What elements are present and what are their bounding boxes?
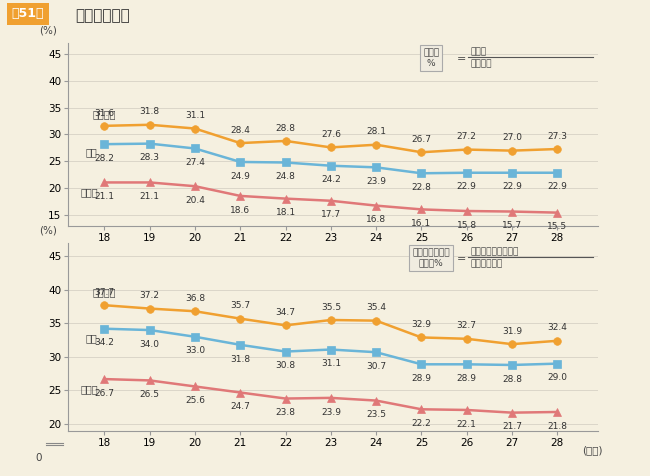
Text: 35.7: 35.7: [230, 301, 250, 310]
Text: 35.4: 35.4: [366, 303, 386, 312]
Text: 33.0: 33.0: [185, 347, 205, 356]
Text: 24.7: 24.7: [230, 402, 250, 411]
Text: 36.8: 36.8: [185, 294, 205, 303]
Text: 市町村: 市町村: [80, 385, 98, 395]
Text: 35.5: 35.5: [321, 303, 341, 312]
Text: 第51図: 第51図: [12, 7, 44, 20]
Text: 20.4: 20.4: [185, 196, 205, 205]
Text: 28.8: 28.8: [502, 375, 522, 384]
Text: 25.6: 25.6: [185, 396, 205, 405]
Text: 31.1: 31.1: [185, 111, 205, 120]
Text: 純計: 純計: [86, 148, 97, 158]
Text: 人件費充当一般財源: 人件費充当一般財源: [471, 248, 519, 257]
Text: 16.8: 16.8: [366, 215, 386, 224]
Text: 都道府県: 都道府県: [93, 287, 116, 297]
Text: 市町村: 市町村: [80, 187, 98, 197]
Text: 26.7: 26.7: [94, 389, 114, 398]
Text: 27.2: 27.2: [457, 132, 476, 141]
Text: 一般財源総額: 一般財源総額: [471, 260, 503, 268]
Text: 28.1: 28.1: [366, 128, 386, 137]
Text: 28.9: 28.9: [411, 374, 432, 383]
Text: 一般財源充当額
構成比%: 一般財源充当額 構成比%: [412, 248, 450, 268]
Text: 27.3: 27.3: [547, 132, 567, 141]
Text: 人件費: 人件費: [471, 48, 487, 57]
Text: 人件費の推移: 人件費の推移: [75, 9, 129, 24]
Text: 23.9: 23.9: [366, 177, 386, 186]
Text: 23.5: 23.5: [366, 410, 386, 419]
Text: 30.8: 30.8: [276, 361, 296, 370]
Text: =: =: [457, 54, 470, 64]
Text: 28.2: 28.2: [94, 154, 114, 163]
Text: 34.0: 34.0: [140, 340, 160, 349]
Text: 31.8: 31.8: [230, 355, 250, 364]
Text: 31.8: 31.8: [140, 108, 160, 117]
Text: 22.1: 22.1: [457, 420, 476, 429]
Text: 15.7: 15.7: [502, 221, 522, 230]
Text: 28.8: 28.8: [276, 124, 296, 133]
Text: 22.9: 22.9: [502, 182, 522, 191]
Text: 32.4: 32.4: [547, 324, 567, 332]
Text: 27.4: 27.4: [185, 158, 205, 167]
Text: 18.1: 18.1: [276, 208, 296, 218]
Text: 37.7: 37.7: [94, 288, 114, 297]
Text: 30.7: 30.7: [366, 362, 386, 371]
Text: 26.5: 26.5: [140, 390, 160, 399]
Text: 31.6: 31.6: [94, 109, 114, 118]
Text: 21.8: 21.8: [547, 422, 567, 431]
Text: 18.6: 18.6: [230, 206, 250, 215]
Text: 37.2: 37.2: [140, 291, 160, 300]
Text: 16.1: 16.1: [411, 219, 432, 228]
Text: 21.1: 21.1: [94, 192, 114, 201]
Text: 31.9: 31.9: [502, 327, 522, 336]
Text: (%): (%): [39, 225, 57, 235]
Text: 34.7: 34.7: [276, 308, 296, 317]
Text: 27.6: 27.6: [321, 130, 341, 139]
Text: 21.7: 21.7: [502, 422, 522, 431]
Text: 22.2: 22.2: [411, 419, 432, 428]
Text: 24.9: 24.9: [230, 172, 250, 181]
Text: 構成比
%: 構成比 %: [423, 49, 439, 68]
Text: 15.5: 15.5: [547, 222, 567, 231]
Text: 17.7: 17.7: [321, 210, 341, 219]
Text: 29.0: 29.0: [547, 373, 567, 382]
Text: 21.1: 21.1: [140, 192, 160, 201]
Text: 24.8: 24.8: [276, 172, 296, 181]
Text: 27.0: 27.0: [502, 133, 522, 142]
Text: 24.2: 24.2: [321, 176, 341, 185]
Text: 22.8: 22.8: [411, 183, 432, 192]
Text: 22.9: 22.9: [457, 182, 476, 191]
Text: (年度): (年度): [582, 446, 603, 456]
Text: 34.2: 34.2: [94, 338, 114, 347]
Text: 23.9: 23.9: [321, 407, 341, 416]
Text: 都道府県: 都道府県: [93, 109, 116, 119]
Text: 26.7: 26.7: [411, 135, 432, 144]
Text: 32.9: 32.9: [411, 320, 432, 329]
Text: 28.4: 28.4: [230, 126, 250, 135]
Text: 15.8: 15.8: [457, 221, 476, 230]
Text: 22.9: 22.9: [547, 182, 567, 191]
Text: 28.3: 28.3: [140, 153, 160, 162]
Text: 31.1: 31.1: [321, 359, 341, 368]
Text: 28.9: 28.9: [457, 374, 476, 383]
Text: 純計: 純計: [86, 333, 97, 343]
Text: (%): (%): [39, 26, 57, 36]
Text: =: =: [457, 254, 470, 264]
Text: 23.8: 23.8: [276, 408, 296, 417]
Text: 歳出総額: 歳出総額: [471, 60, 492, 69]
Text: 32.7: 32.7: [457, 321, 476, 330]
Text: 0: 0: [36, 453, 42, 463]
